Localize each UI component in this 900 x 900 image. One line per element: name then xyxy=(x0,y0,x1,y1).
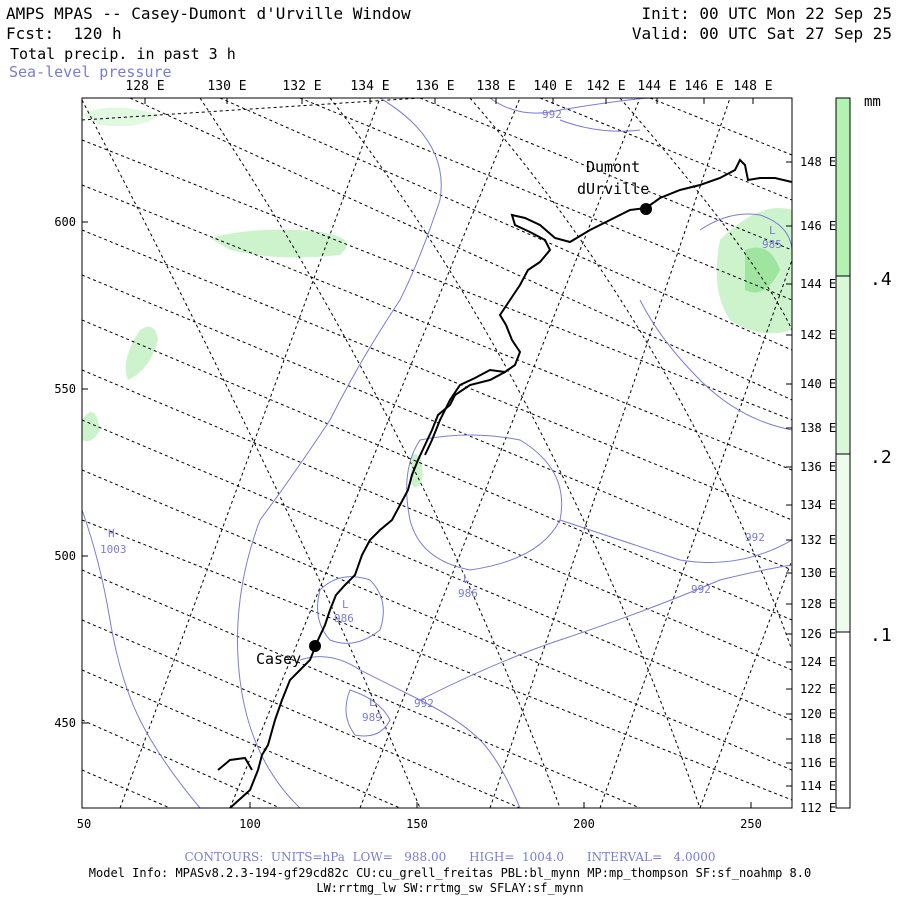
colorbar-segment xyxy=(835,97,851,277)
init-time: Init: 00 UTC Mon 22 Sep 25 xyxy=(641,4,892,23)
colorbar-level: .2 xyxy=(870,447,892,468)
side-label: 146 E xyxy=(800,219,836,233)
lon-label: 146 E xyxy=(684,79,723,94)
lon-label: 148 E xyxy=(733,79,772,94)
station-casey: Casey xyxy=(256,640,321,668)
lon-label: 144 E xyxy=(637,79,676,94)
contour-value-label: 989 xyxy=(362,711,382,724)
valid-time: Valid: 00 UTC Sat 27 Sep 25 xyxy=(631,24,892,43)
side-label: 136 E xyxy=(800,460,836,474)
contour-info: CONTOURS: UNITS=hPa LOW= 988.00 HIGH= 10… xyxy=(184,850,716,864)
contour-value-label: 992 xyxy=(691,583,711,596)
lon-label: 130 E xyxy=(207,79,246,94)
x-tick-label: 200 xyxy=(573,817,595,831)
contour-value-label: 986 xyxy=(334,612,354,625)
x-tick-label: 150 xyxy=(406,817,428,831)
graticule xyxy=(82,98,792,808)
side-label: 128 E xyxy=(800,597,836,611)
lon-label: 138 E xyxy=(476,79,515,94)
side-label: 134 E xyxy=(800,498,836,512)
lon-label: 132 E xyxy=(282,79,321,94)
grid-axis-labels: 600 550 500 450 50 100 150 200 250 xyxy=(54,215,762,831)
y-tick-label: 600 xyxy=(54,215,76,229)
colorbar-segment xyxy=(835,631,851,809)
low-marker: L xyxy=(369,696,376,709)
side-label: 116 E xyxy=(800,756,836,770)
axis-ticks xyxy=(82,221,752,808)
station-dumont: Dumont dUrville xyxy=(577,158,652,215)
y-tick-label: 550 xyxy=(54,382,76,396)
side-label: 120 E xyxy=(800,707,836,721)
y-tick-label: 500 xyxy=(54,549,76,563)
precip-colorbar: mm .4 .2 .1 xyxy=(835,94,892,809)
physics-info: LW:rrtmg_lw SW:rrtmg_sw SFLAY:sf_mynn xyxy=(316,881,584,895)
station-label: Dumont xyxy=(586,158,640,176)
side-label: 140 E xyxy=(800,377,836,391)
contour-value-label: 986 xyxy=(458,587,478,600)
colorbar-segment xyxy=(835,453,851,633)
right-lon-labels: 148 E 146 E 144 E 142 E 140 E 138 E 136 … xyxy=(800,155,836,815)
contour-value-label: 1003 xyxy=(100,543,127,556)
lon-label: 128 E xyxy=(125,79,164,94)
map-title: AMPS MPAS -- Casey-Dumont d'Urville Wind… xyxy=(6,4,411,23)
coastline xyxy=(217,158,792,808)
colorbar-level: .4 xyxy=(870,269,892,290)
lon-label: 134 E xyxy=(350,79,389,94)
x-tick-label: 100 xyxy=(239,817,261,831)
right-ticks xyxy=(786,161,792,809)
station-label: Casey xyxy=(256,650,301,668)
map-frame xyxy=(81,97,793,809)
top-lon-labels: 128 E 130 E 132 E 134 E 136 E 138 E 140 … xyxy=(125,79,772,94)
low-marker: L xyxy=(769,224,776,237)
contour-value-label: 985 xyxy=(762,238,782,251)
side-label: 130 E xyxy=(800,566,836,580)
side-label: 138 E xyxy=(800,421,836,435)
side-label: 112 E xyxy=(800,801,836,815)
lon-label: 142 E xyxy=(586,79,625,94)
side-label: 132 E xyxy=(800,533,836,547)
lon-label: 140 E xyxy=(533,79,572,94)
side-label: 126 E xyxy=(800,627,836,641)
contour-labels: 992 985 992 992 986 986 992 989 1003 L L… xyxy=(100,108,782,724)
side-label: 142 E xyxy=(800,328,836,342)
lon-label: 136 E xyxy=(415,79,454,94)
side-label: 144 E xyxy=(800,277,836,291)
overlay-name: Sea-level pressure xyxy=(9,63,172,81)
side-label: 122 E xyxy=(800,682,836,696)
top-ticks xyxy=(144,98,754,104)
side-label: 114 E xyxy=(800,779,836,793)
x-tick-label: 250 xyxy=(740,817,762,831)
low-marker: L xyxy=(463,572,470,585)
contour-value-label: 992 xyxy=(542,108,562,121)
colorbar-level: .1 xyxy=(870,625,892,646)
colorbar-unit: mm xyxy=(864,94,881,110)
station-marker xyxy=(309,640,321,652)
low-marker: L xyxy=(342,598,349,611)
y-tick-label: 450 xyxy=(54,716,76,730)
contour-value-label: 992 xyxy=(745,531,765,544)
pressure-contours xyxy=(82,98,792,808)
side-label: 124 E xyxy=(800,655,836,669)
forecast-hour: Fcst: 120 h xyxy=(6,24,122,43)
colorbar-segment xyxy=(835,275,851,455)
model-info: Model Info: MPASv8.2.3-194-gf29cd82c CU:… xyxy=(88,866,812,880)
precip-areas xyxy=(82,107,792,488)
contour-value-label: 992 xyxy=(414,697,434,710)
field-name: Total precip. in past 3 h xyxy=(10,45,236,63)
x-tick-label: 50 xyxy=(77,817,91,831)
station-marker xyxy=(640,203,652,215)
side-label: 148 E xyxy=(800,155,836,169)
side-label: 118 E xyxy=(800,732,836,746)
station-label: dUrville xyxy=(577,180,649,198)
high-marker: H xyxy=(108,527,115,540)
